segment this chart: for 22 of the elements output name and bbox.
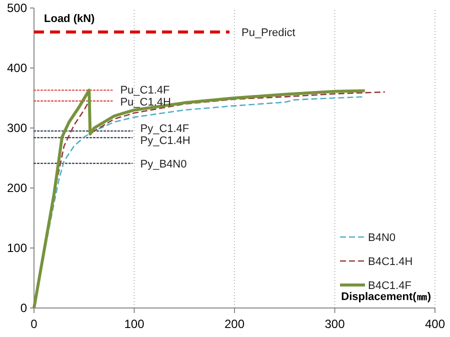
annotation: Py_C1.4F [140,123,190,136]
annotation: Pu_Predict [241,26,296,39]
annotation: Py_B4N0 [140,158,187,170]
x-axis-title: Displacement(㎜) [341,291,432,303]
legend-label: B4C1.4H [368,256,413,268]
annotation: Pu_C1.4F [120,84,170,96]
legend-label: B4C1.4F [368,280,412,292]
y-tick-label: 200 [6,181,28,196]
annotation: Pu_C1.4H [120,96,172,108]
y-tick-label: 400 [6,61,28,76]
x-tick-label: 0 [30,317,38,331]
annotation: Py_C1.4H [140,135,190,148]
legend-label: B4N0 [368,232,396,244]
x-tick-label: 200 [224,317,245,331]
x-tick-label: 300 [324,317,346,331]
x-tick-label: 100 [124,317,145,331]
y-tick-label: 500 [6,1,28,16]
y-tick-label: 100 [6,241,28,256]
y-tick-label: 300 [6,121,28,136]
y-axis-title: Load (kN) [44,13,96,25]
x-tick-label: 400 [424,317,446,331]
y-tick-label: 0 [20,301,28,316]
